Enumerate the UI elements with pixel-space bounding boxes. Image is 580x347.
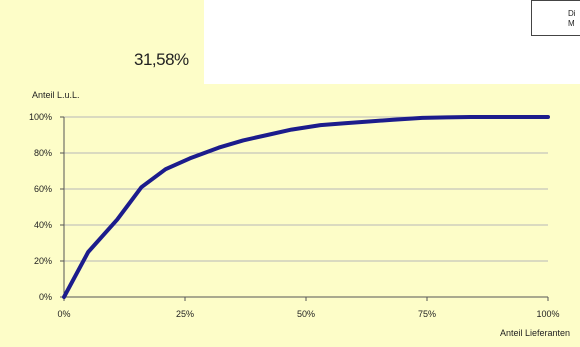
x-tick-label: 25% xyxy=(176,309,194,319)
y-tick-labels: 0% 20% 40% 60% 80% 100% xyxy=(29,112,52,302)
legend-line: M xyxy=(568,19,575,28)
x-tick-label: 100% xyxy=(536,309,559,319)
legend-line: Di xyxy=(568,9,576,18)
legend-text: Di M xyxy=(568,9,576,29)
y-tick-label: 0% xyxy=(39,292,52,302)
y-tick-label: 20% xyxy=(34,256,52,266)
grid-lines xyxy=(64,116,548,262)
y-axis-label: Anteil L.u.L. xyxy=(32,90,80,100)
x-tick-label: 0% xyxy=(57,309,70,319)
y-tick-label: 60% xyxy=(34,184,52,194)
x-tick-label: 75% xyxy=(418,309,436,319)
series-line xyxy=(62,115,550,299)
x-tick-labels: 0% 25% 50% 75% 100% xyxy=(57,309,559,319)
x-tick-label: 50% xyxy=(297,309,315,319)
y-tick-label: 80% xyxy=(34,148,52,158)
summary-percent: 31,58% xyxy=(134,50,189,69)
axes xyxy=(60,116,549,301)
y-tick-label: 100% xyxy=(29,112,52,122)
legend-box: Di M xyxy=(531,0,580,36)
y-tick-label: 40% xyxy=(34,220,52,230)
x-axis-label: Anteil Lieferanten xyxy=(500,328,570,338)
chart-background xyxy=(0,84,580,347)
chart-background-top xyxy=(0,0,204,84)
